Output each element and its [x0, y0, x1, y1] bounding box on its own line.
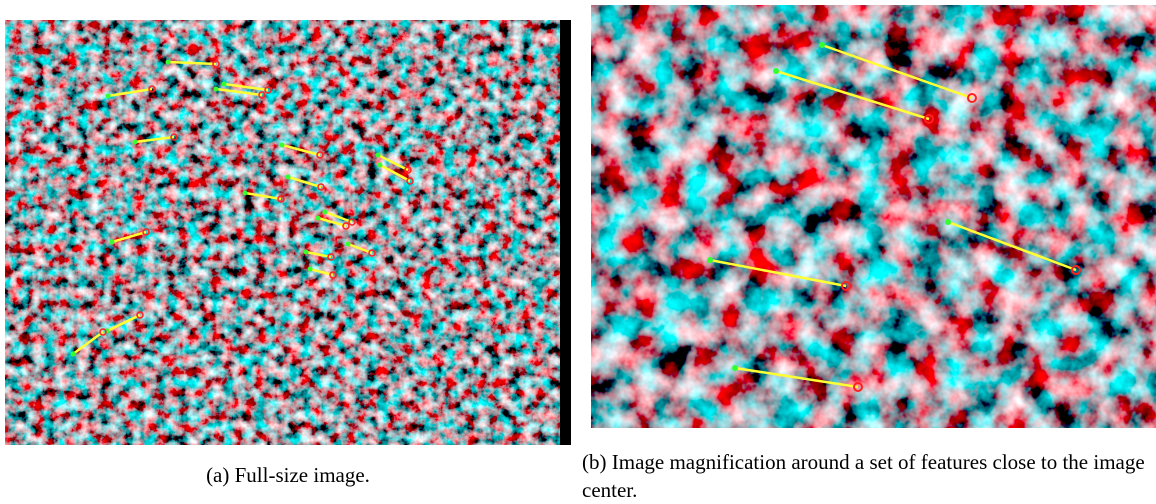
figure — [0, 0, 1156, 504]
caption: (b) Image magnification around a set of … — [582, 448, 1156, 504]
full-size-image — [5, 20, 571, 445]
caption: (a) Full-size image. — [5, 461, 571, 489]
magnified-image — [591, 5, 1156, 428]
page: (a) Full-size image. (b) Image magnifica… — [0, 0, 1156, 504]
